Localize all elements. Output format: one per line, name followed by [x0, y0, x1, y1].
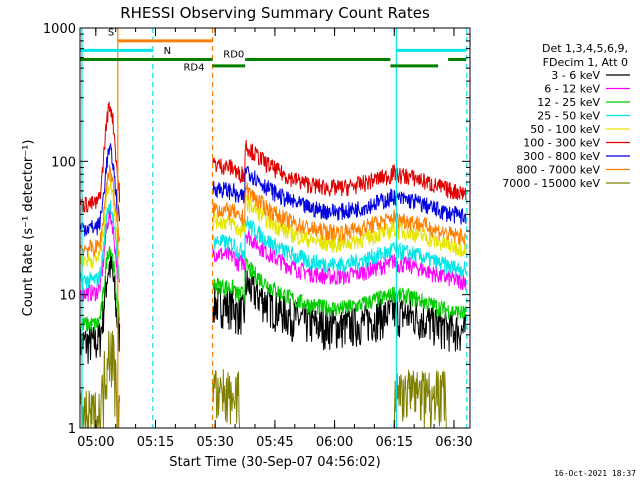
legend-label-5: 100 - 300 keV — [523, 137, 600, 150]
legend-header-1: FDecim 1, Att 0 — [543, 56, 628, 69]
series-line-12-25-kev-part-0 — [80, 246, 121, 332]
series-line-50-100-kev-part-1 — [212, 192, 467, 258]
series-line-12-25-kev-part-1 — [212, 257, 467, 321]
series-line-50-100-kev-part-0 — [80, 178, 121, 269]
series-line-3-6-kev-part-0 — [80, 251, 121, 368]
x-tick-label-3: 05:45 — [256, 435, 293, 450]
x-tick-label-6: 06:30 — [435, 435, 472, 450]
x-tick-label-5: 06:15 — [376, 435, 413, 450]
series-line-25-50-kev-part-1 — [212, 216, 467, 279]
x-axis-label: Start Time (30-Sep-07 04:56:02) — [169, 455, 380, 470]
series-line-7000-15000-kev-part-1 — [212, 369, 466, 428]
x-tick-label-2: 05:30 — [196, 435, 233, 450]
series-line-800-7000-kev-part-0 — [80, 164, 121, 257]
y-tick-label-0: 1 — [68, 422, 76, 437]
x-tick-label-4: 06:00 — [316, 435, 353, 450]
plot-area: S N RD0 RD4 05:00 05:15 05:30 05:45 06:00 06:15 06… — [43, 22, 473, 450]
series-line-800-7000-kev-part-1 — [212, 182, 467, 246]
legend: Det 1,3,4,5,6,9,FDecim 1, Att 03 - 6 keV… — [502, 42, 630, 190]
y-axis-label: Count Rate (s⁻¹ detector⁻¹) — [21, 140, 36, 317]
series-line-100-300-kev-part-0 — [80, 101, 121, 213]
flag-label-rd0: RD0 — [223, 50, 244, 61]
legend-label-7: 800 - 7000 keV — [516, 164, 600, 177]
y-tick-label-3: 1000 — [43, 22, 76, 37]
y-tick-label-1: 10 — [59, 289, 76, 304]
x-tick-label-0: 05:00 — [77, 435, 114, 450]
flag-label-s: S — [108, 27, 114, 38]
legend-label-1: 6 - 12 keV — [544, 83, 600, 96]
legend-label-0: 3 - 6 keV — [551, 69, 600, 82]
series-line-3-6-kev-part-1 — [212, 268, 467, 352]
x-tick-label-1: 05:15 — [137, 435, 174, 450]
flag-label-n: N — [164, 46, 171, 57]
series-line-100-300-kev-part-1 — [212, 140, 467, 201]
series-line-300-800-kev-part-0 — [80, 143, 121, 237]
legend-header-0: Det 1,3,4,5,6,9, — [542, 42, 628, 55]
plot-data-layer — [80, 28, 468, 428]
legend-label-2: 12 - 25 keV — [537, 96, 600, 109]
series-line-300-800-kev-part-1 — [212, 165, 467, 225]
legend-label-6: 300 - 800 keV — [523, 150, 600, 163]
footer-date: 16-Oct-2021 18:37 — [554, 469, 636, 478]
series-line-7000-15000-kev-part-0 — [80, 330, 121, 428]
series-line-25-50-kev-part-0 — [80, 200, 121, 290]
legend-label-3: 25 - 50 keV — [537, 110, 600, 123]
legend-label-4: 50 - 100 keV — [530, 123, 600, 136]
flag-label-rd4: RD4 — [183, 63, 204, 74]
legend-label-8: 7000 - 15000 keV — [502, 177, 600, 190]
y-tick-label-2: 100 — [51, 155, 76, 170]
chart-title: RHESSI Observing Summary Count Rates — [120, 4, 430, 22]
